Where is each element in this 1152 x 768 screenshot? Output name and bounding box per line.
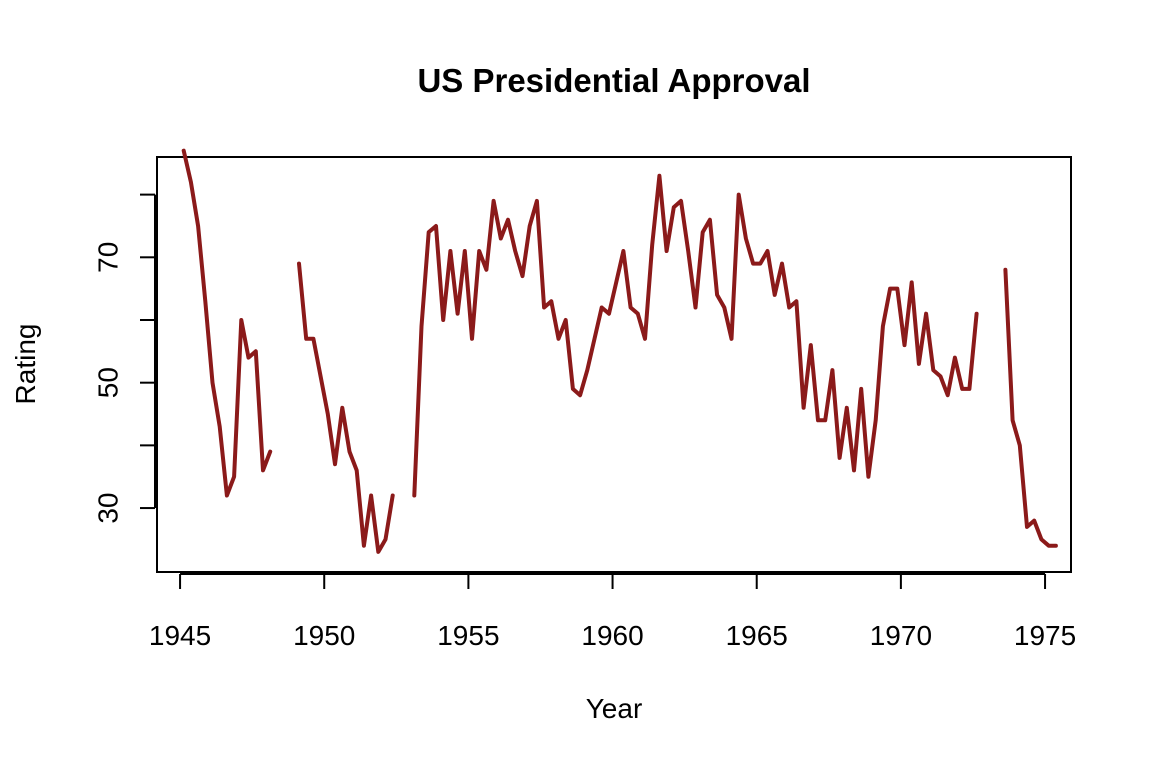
y-axis-title: Rating — [10, 324, 41, 405]
x-tick-label: 1960 — [581, 620, 643, 651]
x-axis: 1945 1950 1955 1960 1965 1970 1975 — [149, 573, 1076, 651]
y-tick-label: 30 — [92, 492, 123, 523]
plot-frame — [156, 156, 1072, 573]
chart-title: US Presidential Approval — [417, 62, 810, 99]
x-tick-label: 1970 — [870, 620, 932, 651]
x-tick-label: 1955 — [437, 620, 499, 651]
x-tick-label: 1945 — [149, 620, 211, 651]
approval-line-segment — [297, 261, 395, 554]
x-tick-label: 1975 — [1014, 620, 1076, 651]
series-layer — [181, 148, 1058, 554]
approval-line-segment — [181, 148, 273, 498]
y-tick-label: 70 — [92, 242, 123, 273]
approval-line-segment — [1003, 267, 1058, 548]
y-tick-label: 50 — [92, 367, 123, 398]
approval-line-segment — [412, 173, 979, 498]
x-tick-label: 1950 — [293, 620, 355, 651]
y-axis: 30 50 70 — [92, 193, 156, 524]
x-tick-label: 1965 — [726, 620, 788, 651]
x-axis-title: Year — [586, 693, 643, 724]
